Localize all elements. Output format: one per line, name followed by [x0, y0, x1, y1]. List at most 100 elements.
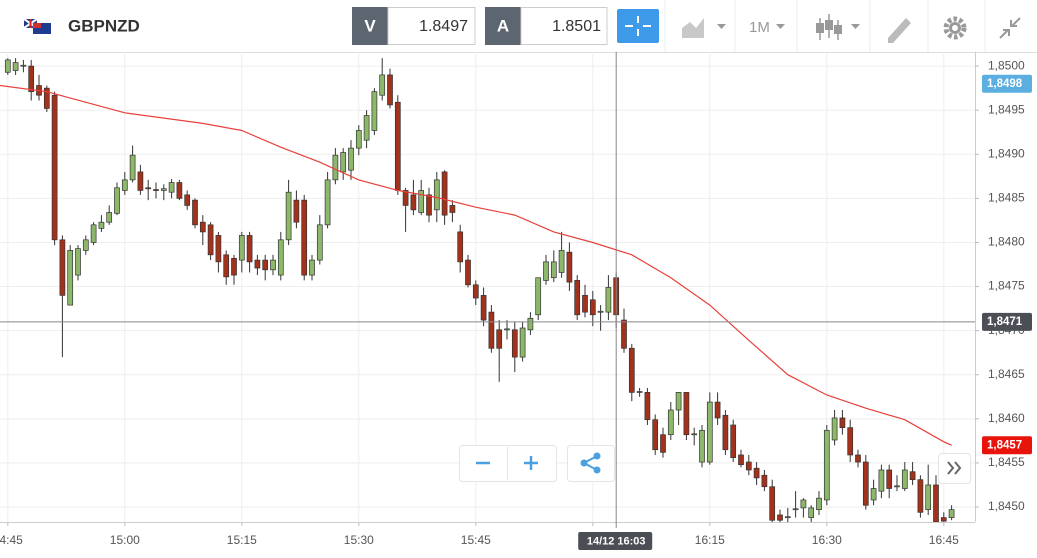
candle-body — [215, 235, 222, 263]
candle-body — [410, 194, 417, 211]
candle-body — [285, 191, 292, 241]
crosshair-x-label: 14/12 16:03 — [587, 535, 646, 547]
candle-body — [543, 261, 549, 281]
sell-button[interactable] — [387, 7, 476, 45]
candle-body — [28, 65, 35, 93]
y-tick-label: 1,8490 — [988, 146, 1025, 160]
candle-body — [449, 205, 456, 213]
candle-body — [886, 469, 893, 489]
buy-price: 1.8501 — [552, 18, 601, 35]
candle-body — [231, 257, 237, 276]
candle-body — [675, 392, 682, 411]
candle-body — [43, 87, 50, 109]
candle-body — [67, 250, 74, 306]
timeframe[interactable]: 1M — [749, 19, 770, 36]
timeframe-arrow — [776, 24, 785, 29]
candle-body — [870, 488, 877, 501]
candle-body — [20, 64, 27, 67]
candle-body — [714, 401, 721, 419]
chart-type-button[interactable] — [682, 18, 726, 38]
buy-label: A — [497, 16, 509, 35]
candle-body — [862, 461, 869, 506]
candle-body — [176, 182, 183, 199]
settings-button[interactable] — [943, 16, 967, 40]
candle-body — [777, 514, 783, 521]
candle-body — [433, 179, 440, 211]
candle-body — [223, 254, 230, 278]
symbol: GBPNZD — [68, 16, 140, 35]
candle-body — [527, 317, 534, 331]
candle-body — [667, 409, 674, 436]
candle-body — [621, 319, 627, 349]
overlay: 1,84501,84551,84601,84651,84701,84751,84… — [0, 52, 1032, 550]
candle-body — [82, 239, 89, 251]
candle-body — [605, 287, 612, 313]
candle-body — [457, 231, 464, 263]
candle-body — [816, 497, 822, 511]
indicator-button[interactable] — [816, 14, 860, 40]
buy-button[interactable] — [520, 7, 608, 45]
candle-body — [550, 261, 557, 279]
x-tick-label: 16:15 — [695, 533, 725, 547]
candle-body — [855, 454, 861, 463]
x-tick-label: 15:45 — [461, 533, 491, 547]
candle-body — [940, 517, 947, 522]
candle-body — [683, 392, 690, 436]
candle-body — [660, 434, 666, 453]
candle-body — [348, 147, 354, 171]
candle-body — [121, 179, 128, 191]
y-tick-label: 1,8495 — [988, 102, 1025, 116]
candle-body — [644, 392, 651, 421]
candle-body — [75, 248, 81, 276]
y-tick-label: 1,8465 — [988, 367, 1025, 381]
draw-button[interactable] — [888, 18, 911, 43]
candle-body — [363, 115, 370, 141]
plot-area — [0, 58, 955, 522]
candle-body — [730, 424, 737, 458]
crosshair-button[interactable] — [617, 9, 659, 43]
candle-body — [894, 485, 900, 488]
candle-body — [488, 311, 495, 349]
price-tag-label: 1,8457 — [987, 439, 1022, 451]
x-tick-label: 15:30 — [344, 533, 374, 547]
moving-average-line — [0, 84, 952, 446]
candle-body — [114, 187, 120, 214]
x-tick-label: 16:45 — [929, 533, 959, 547]
candle-body — [12, 62, 19, 71]
candle-body — [4, 59, 11, 73]
candle-body — [582, 295, 588, 313]
candle-body — [254, 259, 261, 269]
candle-body — [394, 101, 401, 191]
crosshair-y-tag-box — [982, 312, 1032, 331]
y-tick-label: 1,8450 — [988, 499, 1025, 513]
y-tick-label: 1,8455 — [988, 455, 1025, 469]
candle-body — [262, 259, 269, 271]
candle-body — [192, 199, 198, 226]
candle-body — [574, 280, 581, 316]
candle-body — [402, 190, 409, 206]
candle-body — [738, 454, 744, 466]
candle-body — [387, 74, 393, 106]
candle-body — [277, 239, 284, 276]
candle-body — [761, 474, 768, 488]
candle-body — [301, 199, 308, 276]
fullscreen-button[interactable] — [999, 17, 1021, 39]
candle-body — [504, 328, 510, 331]
candle-body — [153, 189, 159, 191]
candle-body — [909, 471, 916, 481]
candle-body — [51, 94, 58, 241]
candle-body — [106, 212, 113, 223]
y-tick-label: 1,8500 — [988, 58, 1025, 72]
candle-body — [472, 284, 479, 299]
candle-body — [426, 194, 432, 216]
candle-body — [293, 199, 300, 223]
candle-body — [753, 467, 760, 479]
candle-body — [332, 154, 339, 181]
candle-body — [722, 414, 729, 451]
x-tick-label: 14:45 — [0, 533, 23, 547]
candle-body — [823, 429, 830, 501]
candle-body — [496, 329, 503, 349]
crosshair-y-tag-label: 1,8471 — [987, 316, 1023, 328]
buy-label-box — [485, 7, 521, 45]
